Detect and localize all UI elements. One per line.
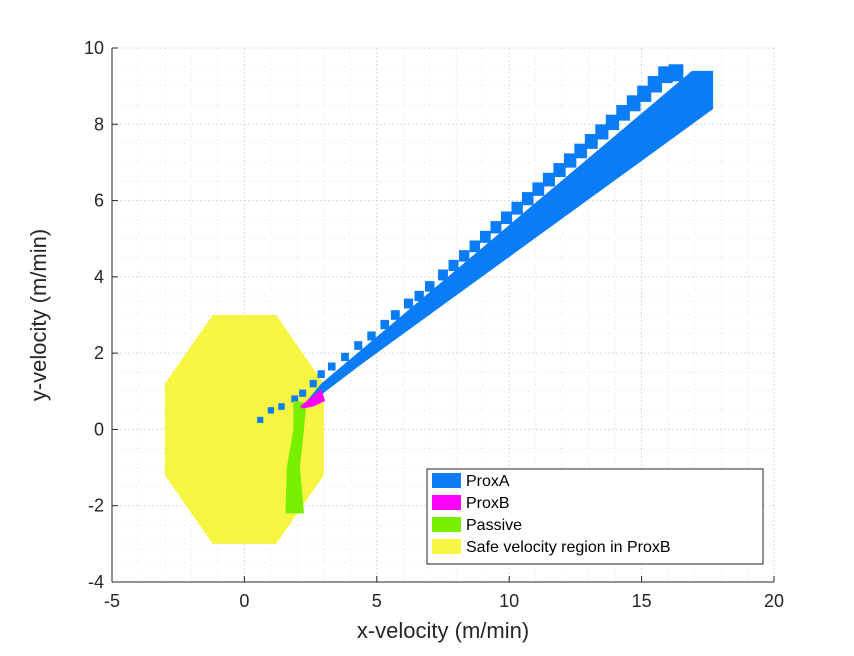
proxa-trail-point (595, 124, 609, 140)
legend-box (426, 468, 764, 565)
proxa-trail-point (299, 389, 307, 397)
legend-label-safe-region: Safe velocity region in ProxB (466, 539, 671, 556)
legend-label-proxa: ProxA (466, 473, 510, 490)
y-tick-label: 6 (94, 191, 104, 211)
proxa-trail-point (404, 298, 414, 309)
proxa-trail-point (574, 143, 588, 159)
proxa-trail-point (542, 172, 555, 187)
x-tick-label: 0 (239, 591, 249, 611)
proxa-trail-point (616, 105, 630, 121)
proxa-trail-point (626, 95, 641, 112)
proxa-trail-point (367, 331, 376, 341)
axes (111, 48, 774, 583)
proxa-trail-point (490, 221, 502, 234)
x-axis-label: x-velocity (m/min) (357, 618, 529, 643)
y-tick-label: 0 (94, 419, 104, 439)
proxa-trail-point (317, 370, 325, 378)
proxa-region (305, 70, 714, 403)
proxa-trail-point (521, 192, 534, 206)
proxa-trail-point (257, 416, 264, 423)
y-tick-label: 2 (94, 343, 104, 363)
proxa-trail-point (380, 319, 390, 330)
ticks (111, 47, 775, 583)
proxa-trail-point (668, 64, 684, 82)
y-tick-label: 4 (94, 267, 104, 287)
y-tick-label: -4 (88, 572, 104, 592)
proxa-trail-point (584, 134, 598, 149)
proxa-trail-point (511, 201, 523, 215)
proxa-trail-point (354, 341, 363, 350)
proxa-trail-point (390, 310, 400, 320)
x-tick-label: 20 (764, 591, 784, 611)
proxa-trail-point (278, 403, 285, 410)
x-tick-label: 15 (632, 591, 652, 611)
proxa-trail-point (309, 379, 317, 388)
tick-labels: -5 0 5 10 15 20 -4 -2 0 2 4 6 8 10 (84, 38, 784, 611)
legend-swatch-proxa (432, 473, 461, 488)
proxa-trail-point (469, 240, 481, 253)
proxa-trail-point (291, 395, 299, 403)
y-tick-label: 8 (94, 114, 104, 134)
proxa-trail-point (448, 259, 459, 272)
legend-swatch-safe-region (432, 539, 461, 554)
proxb-region (300, 389, 326, 409)
proxa-trail-point (424, 281, 435, 292)
proxa-trail-point (267, 407, 275, 414)
legend-label-passive: Passive (466, 517, 522, 534)
proxa-trail-point (341, 352, 349, 362)
proxa-trail-point (480, 230, 491, 243)
proxa-trail-point (563, 153, 577, 168)
safe-velocity-region (164, 315, 324, 544)
x-tick-label: -5 (104, 591, 120, 611)
legend-label-proxb: ProxB (466, 495, 510, 512)
proxa-trail-point (328, 362, 336, 371)
x-tick-label: 5 (372, 591, 382, 611)
x-tick-label: 10 (499, 591, 519, 611)
proxa-trail-point (500, 211, 513, 225)
legend: ProxA ProxB Passive Safe velocity region… (426, 468, 764, 565)
proxa-trail-point (532, 182, 545, 196)
y-tick-label: -2 (88, 496, 104, 516)
y-axis-label: y-velocity (m/min) (26, 229, 51, 401)
y-tick-label: 10 (84, 38, 104, 58)
proxa-trail-point (459, 250, 470, 262)
regions (164, 64, 714, 544)
legend-swatch-proxb (432, 495, 461, 510)
proxa-trail-point (414, 290, 424, 302)
proxa-trail-point (438, 269, 448, 281)
passive-region (285, 400, 307, 514)
proxa-trail-point (605, 114, 620, 131)
proxa-trail-point (553, 163, 566, 178)
legend-swatch-passive (432, 517, 461, 532)
